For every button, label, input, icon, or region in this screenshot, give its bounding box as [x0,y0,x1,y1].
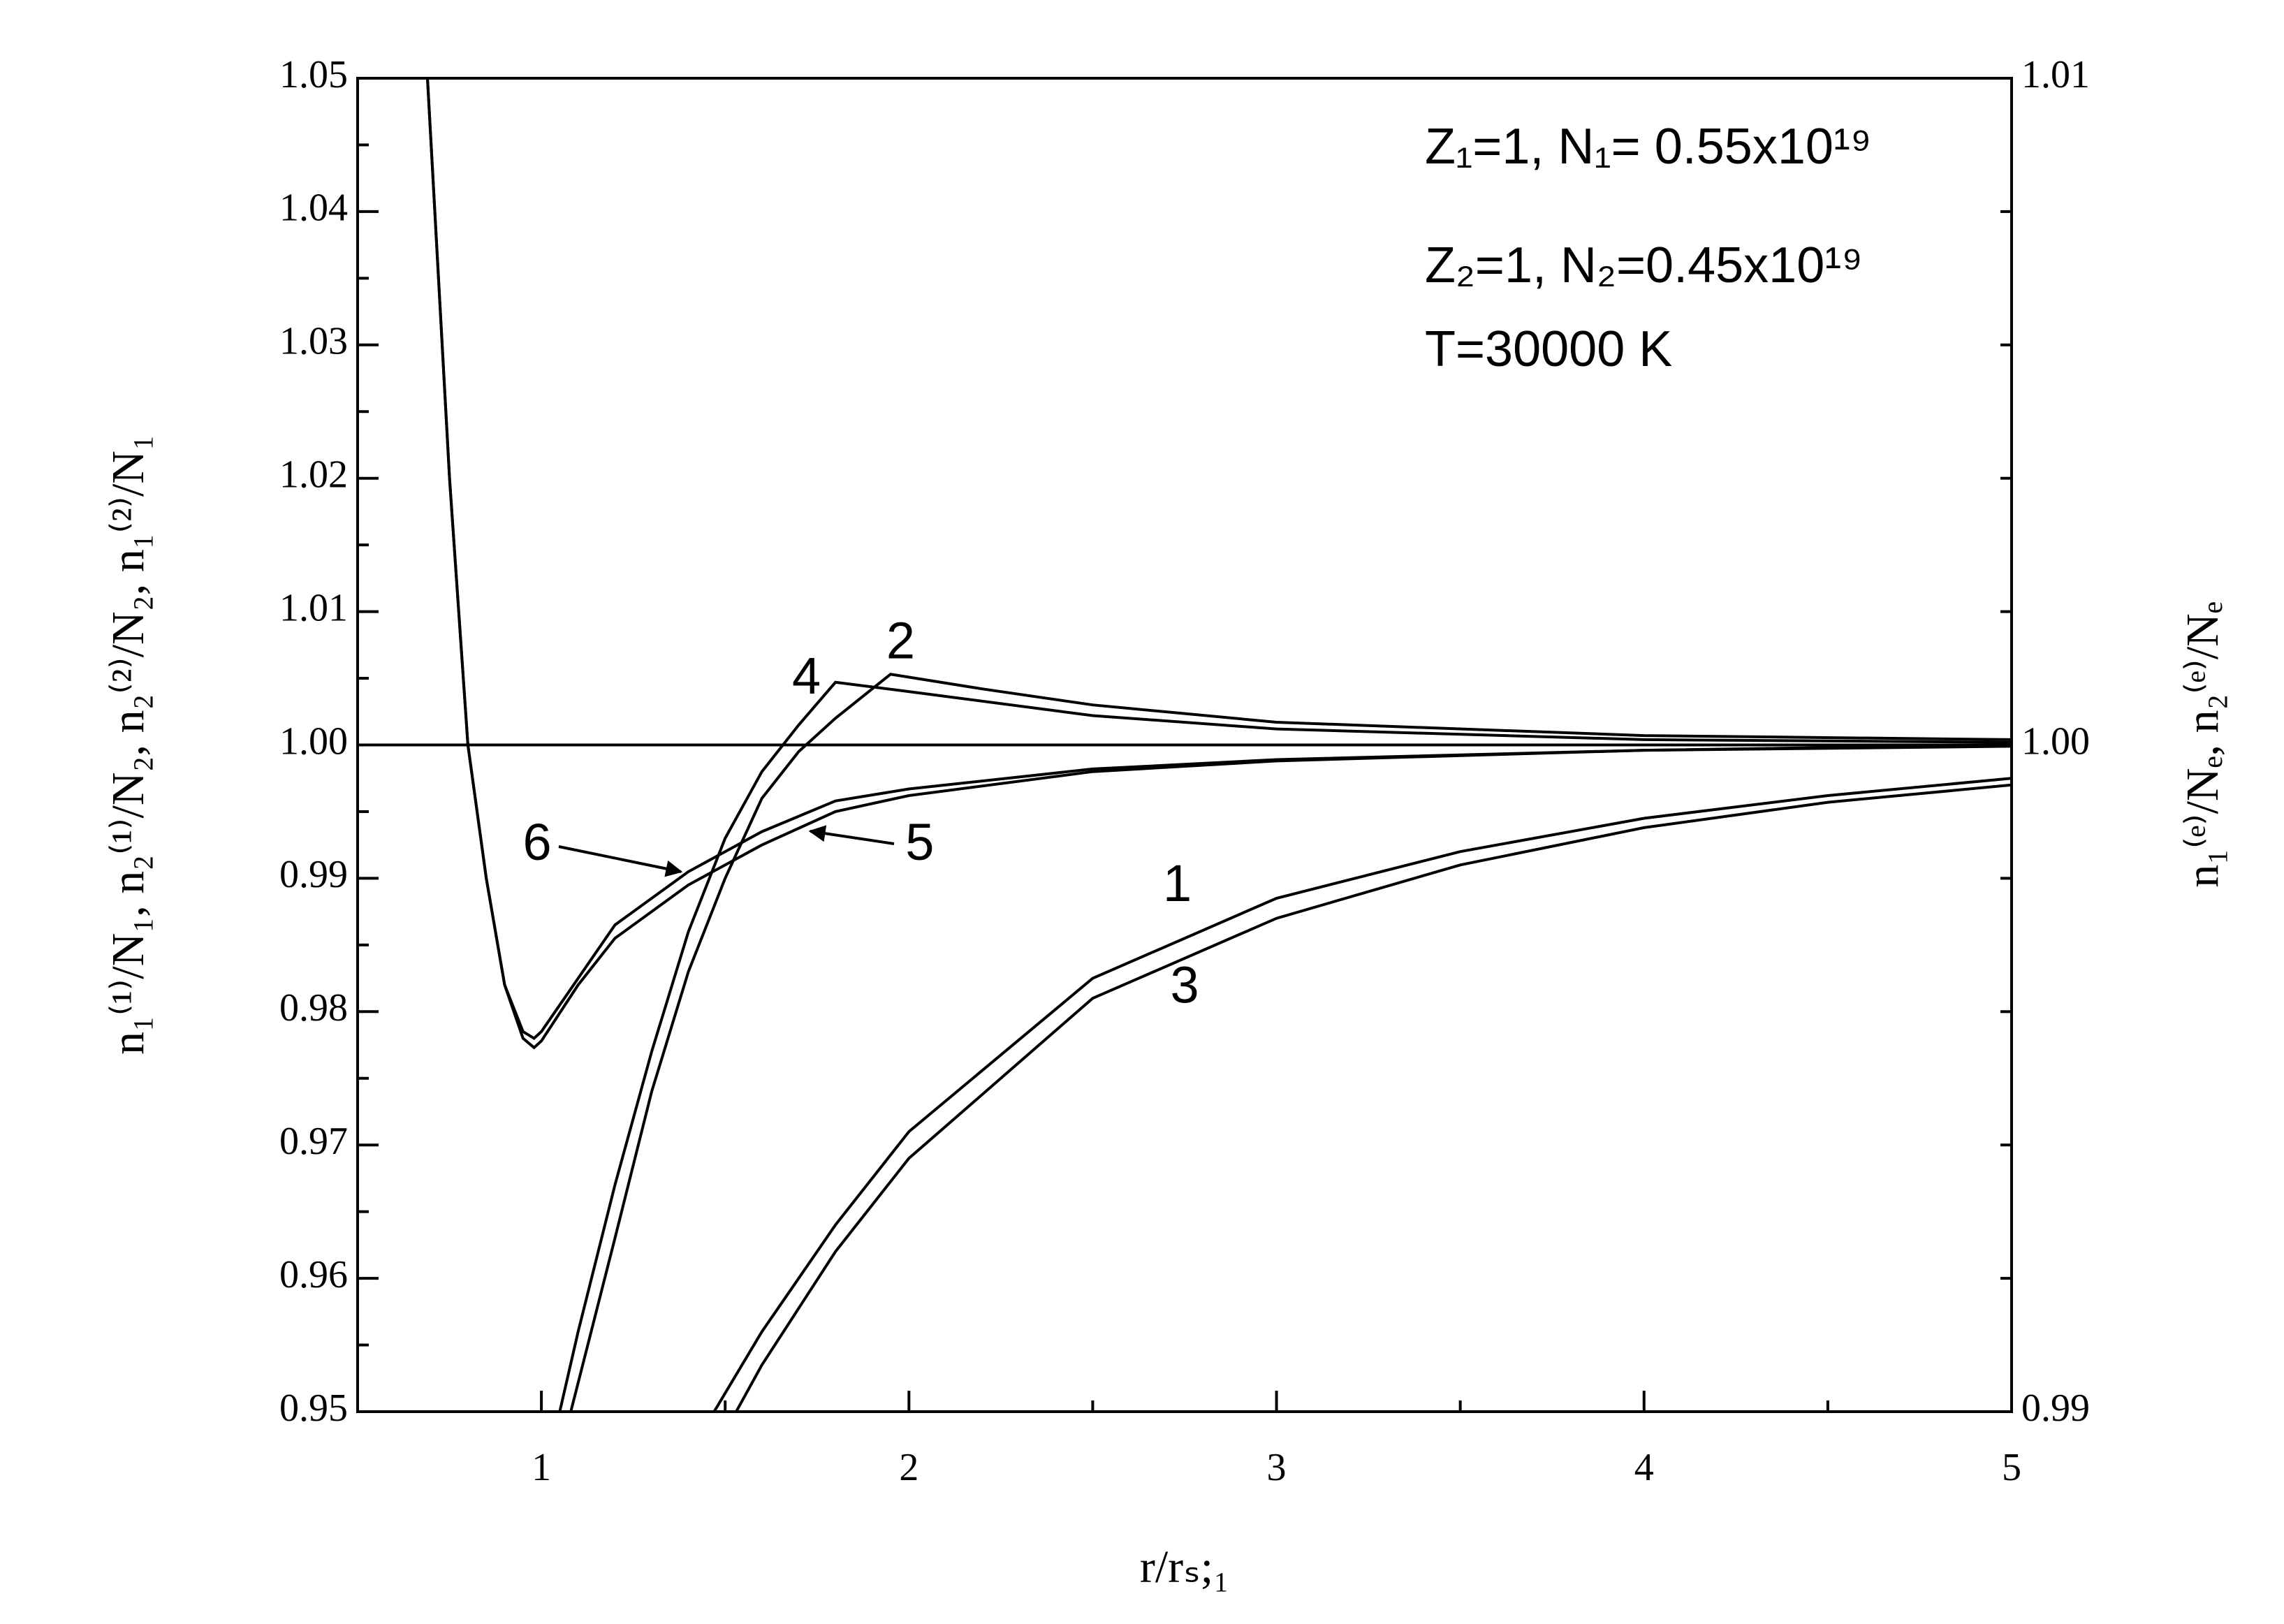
y-tick-label: 1.03 [279,320,348,363]
y-axis-label: n₁⁽¹⁾/N₁, n₂⁽¹⁾/N₂, n₂⁽²⁾/N₂, n₁⁽²⁾/N₁ [103,434,154,1055]
curve [712,777,2012,1412]
y2-axis-label: n₁⁽ᵉ⁾/Nₑ, n₂⁽ᵉ⁾/Nₑ [2177,601,2228,888]
arrow-5 [808,825,895,845]
x-tick-label: 2 [899,1446,918,1489]
y2-tick-label: 1.01 [2021,53,2090,96]
y-tick-label: 0.96 [279,1253,348,1296]
annotation: Z₁=1, N₁= 0.55x10¹⁹ [1425,119,1872,175]
x-axis-label: r/rₛ;₁ [1140,1542,1229,1593]
curve [426,78,2012,1040]
x-tick-label: 5 [2002,1446,2021,1489]
y-tick-label: 0.99 [279,853,348,896]
arrow-6 [558,845,683,877]
curve [426,78,2012,1050]
curve [558,680,2012,1412]
y-tick-label: 1.00 [279,719,348,763]
y-tick-label: 1.02 [279,453,348,497]
x-tick-label: 3 [1267,1446,1287,1489]
curve [735,783,2012,1412]
y-tick-label: 0.97 [279,1120,348,1163]
curve-label: 5 [905,813,934,871]
y-tick-label: 1.01 [279,586,348,629]
y-tick-label: 0.98 [279,986,348,1030]
curve-label: 6 [522,813,551,871]
curve-label: 3 [1171,956,1199,1014]
y2-tick-label: 1.00 [2021,719,2090,763]
y-tick-label: 0.95 [279,1387,348,1430]
y-tick-label: 1.04 [279,186,348,230]
annotation: T=30000 K [1425,321,1672,377]
curve-label: 2 [886,611,915,669]
curve [569,673,2012,1412]
x-tick-label: 1 [532,1446,551,1489]
curve-label: 4 [792,647,821,705]
curves [358,78,2012,1412]
y2-tick-label: 0.99 [2021,1387,2090,1430]
y-tick-label: 1.05 [279,53,348,96]
annotation: Z₂=1, N₂=0.45x10¹⁹ [1425,237,1863,293]
curve-label: 1 [1163,854,1192,912]
x-tick-label: 4 [1634,1446,1654,1489]
